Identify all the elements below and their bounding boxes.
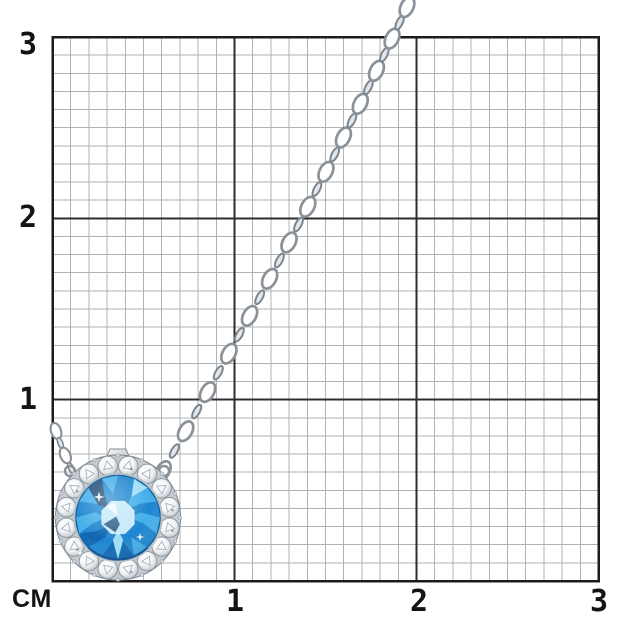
necklace-chain xyxy=(49,0,416,483)
pendant xyxy=(53,448,183,582)
x-axis-label-3: 3 xyxy=(589,584,609,619)
x-axis-label-2: 2 xyxy=(409,584,429,619)
unit-label: CM xyxy=(12,585,52,613)
y-axis-label-3: 3 xyxy=(18,27,37,62)
x-axis-label-1: 1 xyxy=(225,584,245,619)
y-axis-label-2: 2 xyxy=(18,200,37,235)
y-axis-label-1: 1 xyxy=(18,382,37,417)
blue-topaz-gemstone xyxy=(75,474,161,561)
measurement-grid xyxy=(51,35,600,583)
